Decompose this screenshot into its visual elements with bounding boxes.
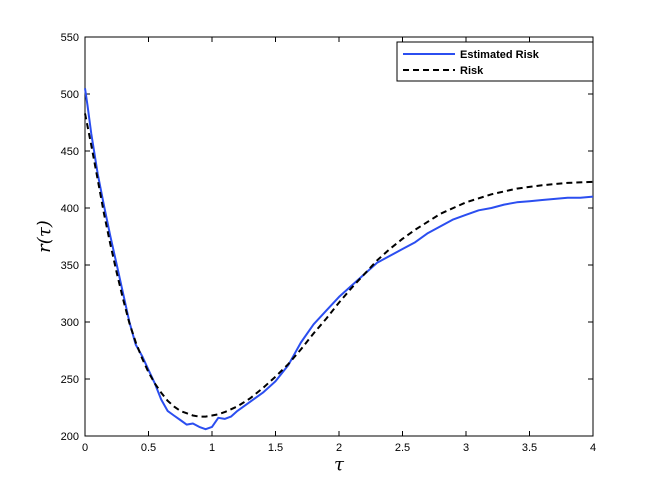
x-tick-label: 2 [336, 442, 342, 454]
x-tick-label: 2.5 [395, 442, 410, 454]
legend-label-risk: Risk [460, 65, 484, 77]
legend-box [396, 41, 594, 82]
y-tick-label: 300 [61, 317, 79, 329]
y-tick-label: 550 [61, 32, 79, 44]
legend-label-estimated-risk: Estimated Risk [460, 49, 540, 61]
x-tick-label: 4 [590, 442, 596, 454]
y-axis-label: r(τ) [34, 220, 55, 253]
y-tick-label: 250 [61, 374, 79, 386]
plot-area [84, 36, 594, 437]
x-axis-ticks: 0 0.5 1 1.5 2 2.5 3 3.5 4 [82, 37, 596, 454]
x-axis-label: τ [334, 454, 345, 475]
y-axis-ticks: 200 250 300 350 400 450 500 550 [61, 32, 593, 443]
x-tick-label: 1 [209, 442, 215, 454]
y-tick-label: 200 [61, 431, 79, 443]
x-tick-label: 1.5 [268, 442, 283, 454]
legend: Estimated Risk Risk [396, 41, 594, 82]
series-lines [84, 88, 594, 431]
y-tick-label: 500 [61, 89, 79, 101]
x-tick-label: 0 [82, 442, 88, 454]
x-tick-label: 3 [463, 442, 469, 454]
x-tick-label: 0.5 [141, 442, 156, 454]
y-tick-label: 350 [61, 260, 79, 272]
y-tick-label: 450 [61, 146, 79, 158]
x-tick-label: 3.5 [522, 442, 537, 454]
y-tick-label: 400 [61, 203, 79, 215]
